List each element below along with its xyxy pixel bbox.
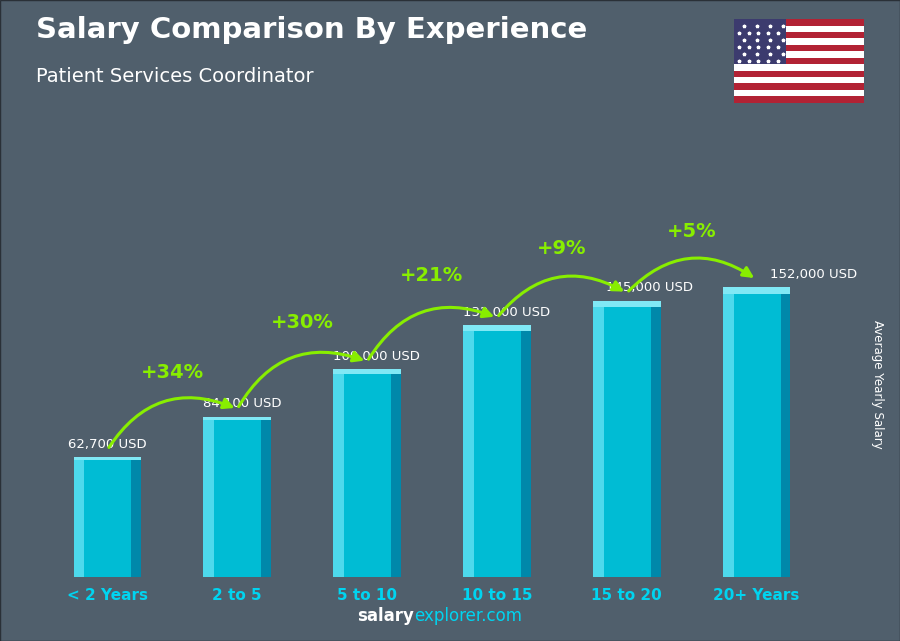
Bar <box>333 369 400 577</box>
Bar <box>734 45 864 51</box>
Text: Average Yearly Salary: Average Yearly Salary <box>871 320 884 449</box>
Bar <box>734 77 864 83</box>
Bar <box>734 51 864 58</box>
Bar <box>74 458 141 460</box>
Bar <box>593 301 661 577</box>
Bar <box>723 287 790 294</box>
Text: 132,000 USD: 132,000 USD <box>464 306 550 319</box>
Bar <box>333 369 400 374</box>
Bar <box>464 326 474 577</box>
Bar <box>521 326 531 577</box>
Bar <box>734 38 864 45</box>
Bar <box>131 458 141 577</box>
Bar <box>464 326 531 577</box>
Bar <box>593 301 661 306</box>
Text: +5%: +5% <box>667 222 716 242</box>
Bar <box>734 26 864 32</box>
Bar <box>392 369 400 577</box>
Text: +34%: +34% <box>140 363 204 382</box>
Text: +9%: +9% <box>537 238 587 258</box>
Text: explorer.com: explorer.com <box>414 607 522 625</box>
Bar <box>333 369 344 577</box>
Text: +30%: +30% <box>271 313 334 332</box>
Text: 109,000 USD: 109,000 USD <box>333 349 420 363</box>
Bar <box>734 90 864 96</box>
Bar <box>651 301 661 577</box>
Bar <box>734 83 864 90</box>
Bar <box>203 417 271 420</box>
Text: 62,700 USD: 62,700 USD <box>68 438 147 451</box>
Bar <box>734 19 786 64</box>
Bar <box>734 64 864 71</box>
Text: +21%: +21% <box>400 266 464 285</box>
Text: Salary Comparison By Experience: Salary Comparison By Experience <box>36 16 587 44</box>
Text: salary: salary <box>357 607 414 625</box>
Bar <box>723 287 734 577</box>
Bar <box>203 417 214 577</box>
Bar <box>780 287 790 577</box>
Text: Patient Services Coordinator: Patient Services Coordinator <box>36 67 313 87</box>
Bar <box>734 71 864 77</box>
Bar <box>261 417 271 577</box>
Bar <box>74 458 141 577</box>
Text: 145,000 USD: 145,000 USD <box>606 281 693 294</box>
Bar <box>734 32 864 38</box>
Bar <box>734 58 864 64</box>
Text: 152,000 USD: 152,000 USD <box>770 267 857 281</box>
Bar <box>723 287 790 577</box>
Text: 84,100 USD: 84,100 USD <box>203 397 282 410</box>
Bar <box>74 458 85 577</box>
Bar <box>734 19 864 26</box>
Bar <box>203 417 271 577</box>
Bar <box>593 301 604 577</box>
Bar <box>734 96 864 103</box>
Bar <box>464 326 531 331</box>
